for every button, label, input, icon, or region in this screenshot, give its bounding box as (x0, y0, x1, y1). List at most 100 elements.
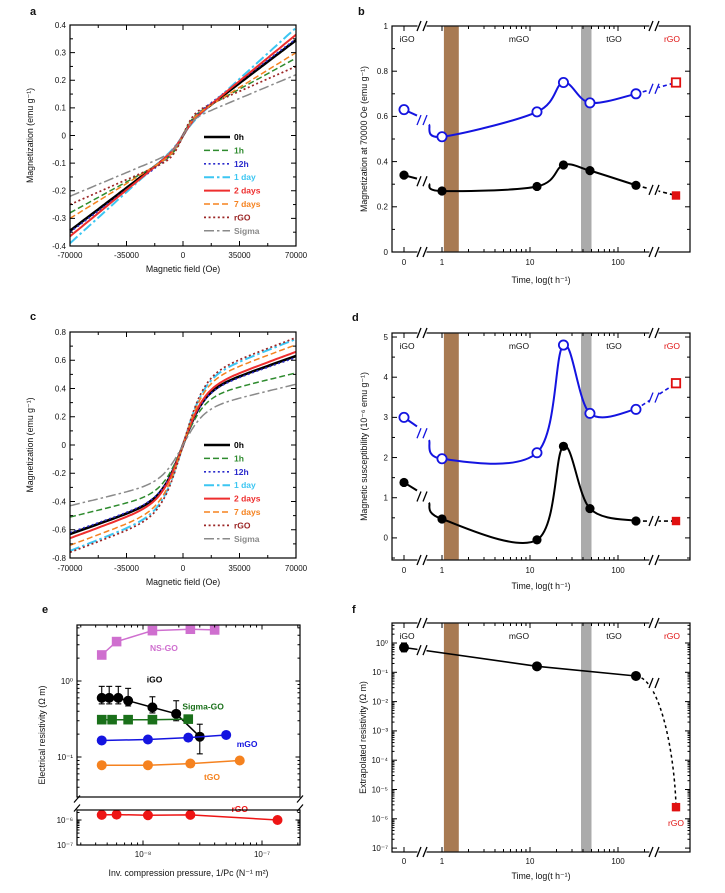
chart-a-magnetization-vs-field: -70000 -35000 0 35000 70000 -0.4 -0.3 -0.2 -0.1 0… (25, 21, 308, 274)
svg-text:12h: 12h (234, 159, 249, 169)
series-lines (69, 336, 297, 554)
panel-c: -70000 -35000 0 35000 70000 -0.8 -0.6 -0.4 -0.2 0… (20, 308, 350, 605)
svg-text:iGO: iGO (399, 341, 415, 351)
svg-text:Extrapolated resistivity (Ω m): Extrapolated resistivity (Ω m) (358, 681, 368, 794)
svg-text:10⁻²: 10⁻² (372, 697, 388, 706)
svg-text:0.4: 0.4 (55, 384, 67, 393)
svg-text:10⁻⁷: 10⁻⁷ (57, 841, 73, 850)
band (443, 26, 459, 252)
svg-text:0.4: 0.4 (55, 21, 67, 30)
region-bands (443, 333, 592, 560)
region-labels: iGO mGO tGO rGO (399, 631, 680, 641)
svg-text:0.2: 0.2 (55, 413, 67, 422)
axes: 10⁻⁸ 10⁻⁷ 10⁰ 10⁻¹ 10⁻⁶ 10⁻⁷ (57, 624, 304, 859)
svg-text:-70000: -70000 (58, 251, 83, 260)
svg-text:tGO: tGO (204, 772, 220, 782)
svg-text:10⁻⁶: 10⁻⁶ (57, 816, 73, 825)
svg-text:10⁻³: 10⁻³ (372, 727, 388, 736)
svg-text:iGO: iGO (399, 631, 415, 641)
band (581, 333, 592, 560)
svg-text:10⁰: 10⁰ (376, 639, 388, 648)
panel-f: rGO 0 1 10 100 10⁰ 10⁻¹ 10⁻² 10⁻³ 10⁻⁴ 10⁻⁵ 10⁻⁶ 10⁻… (355, 598, 723, 893)
svg-text:100: 100 (611, 566, 625, 575)
series-Sigma (69, 383, 297, 507)
svg-text:-35000: -35000 (114, 564, 139, 573)
svg-text:10: 10 (526, 566, 535, 575)
region-bands (443, 623, 592, 852)
chart-f-extrapolated-resistivity-vs-time: rGO 0 1 10 100 10⁰ 10⁻¹ 10⁻² 10⁻³ 10⁻⁴ 10⁻⁵ 10⁻⁶ 10⁻… (358, 616, 691, 881)
svg-text:10⁻⁷: 10⁻⁷ (372, 844, 388, 853)
svg-text:10⁻⁸: 10⁻⁸ (135, 850, 152, 859)
svg-text:1: 1 (384, 22, 389, 31)
svg-text:0: 0 (402, 857, 407, 866)
svg-text:iGO: iGO (399, 34, 415, 44)
svg-text:10⁻⁶: 10⁻⁶ (372, 815, 388, 824)
svg-text:mGO: mGO (509, 341, 530, 351)
svg-text:NS-GO: NS-GO (150, 643, 178, 653)
svg-text:mGO: mGO (509, 34, 530, 44)
svg-text:1h: 1h (234, 453, 244, 463)
svg-text:0.2: 0.2 (377, 203, 389, 212)
svg-text:70000: 70000 (285, 564, 308, 573)
svg-text:Sigma: Sigma (234, 226, 260, 236)
series-rGO (69, 336, 297, 554)
svg-text:Inv. compression pressure, 1/P: Inv. compression pressure, 1/Pc (N⁻¹ m²) (109, 868, 269, 878)
svg-text:rGO: rGO (664, 341, 680, 351)
svg-text:2 days: 2 days (234, 494, 261, 504)
svg-text:Magnetic field (Oe): Magnetic field (Oe) (146, 577, 220, 587)
chart-e-resistivity-vs-pressure: NS-GO iGO Sigma-GO mGO tGO rGO 10⁻⁸ 10⁻⁷ 10⁰ 10⁻¹… (37, 624, 304, 878)
panel-b: 0 1 10 100 0 0.2 0.4 0.6 0.8 1 iGO mGO tGO rGO Time, l… (355, 4, 723, 296)
panel-letter-c: c (30, 311, 37, 323)
svg-text:10⁻⁵: 10⁻⁵ (372, 785, 388, 794)
svg-text:0.4: 0.4 (377, 157, 389, 166)
svg-text:0.8: 0.8 (55, 328, 67, 337)
series-7 days (69, 51, 297, 220)
chart-c-magnetization-vs-field: -70000 -35000 0 35000 70000 -0.8 -0.6 -0.4 -0.2 0… (25, 328, 308, 587)
svg-text:10⁰: 10⁰ (61, 677, 73, 686)
svg-text:0: 0 (384, 248, 389, 257)
svg-text:0: 0 (181, 564, 186, 573)
svg-text:0: 0 (384, 534, 389, 543)
svg-text:12h: 12h (234, 467, 249, 477)
series-Sigma (69, 74, 297, 197)
svg-text:5: 5 (384, 333, 389, 342)
svg-text:0: 0 (181, 251, 186, 260)
series (398, 77, 682, 200)
svg-text:0h: 0h (234, 132, 244, 142)
svg-text:Electrical resistivity (Ω m): Electrical resistivity (Ω m) (37, 685, 47, 784)
svg-text:-0.3: -0.3 (52, 214, 66, 223)
svg-text:7 days: 7 days (234, 507, 261, 517)
axes: 0 1 10 100 0 1 2 3 4 5 (384, 326, 691, 575)
svg-text:4: 4 (384, 373, 389, 382)
svg-text:rGO: rGO (664, 34, 680, 44)
svg-text:rGO: rGO (231, 804, 248, 814)
svg-text:10⁻⁷: 10⁻⁷ (254, 850, 270, 859)
svg-text:tGO: tGO (606, 341, 622, 351)
svg-text:Time, log(t h⁻¹): Time, log(t h⁻¹) (511, 581, 570, 591)
svg-text:Sigma-GO: Sigma-GO (182, 702, 224, 712)
series-lines (69, 27, 297, 244)
region-labels: iGO mGO tGO rGO (399, 341, 680, 351)
panel-letter-f: f (352, 604, 356, 616)
panel-letter-a: a (30, 6, 37, 18)
svg-text:tGO: tGO (606, 631, 622, 641)
panel-d: 0 1 10 100 0 1 2 3 4 5 iGO mGO tGO rGO Time, log(t h⁻¹… (355, 308, 723, 605)
band (581, 26, 592, 252)
svg-text:mGO: mGO (237, 739, 258, 749)
svg-text:-0.1: -0.1 (52, 159, 66, 168)
svg-text:rGO: rGO (234, 520, 251, 530)
svg-text:1: 1 (440, 857, 445, 866)
svg-text:-0.4: -0.4 (52, 242, 66, 251)
svg-text:0.6: 0.6 (377, 112, 389, 121)
svg-text:0h: 0h (234, 440, 244, 450)
svg-text:iGO: iGO (147, 675, 163, 685)
chart-b-magnetization-vs-time: 0 1 10 100 0 0.2 0.4 0.6 0.8 1 iGO mGO tGO rGO Time, l… (359, 19, 691, 285)
axes: 0 1 10 100 0 0.2 0.4 0.6 0.8 1 (377, 19, 691, 267)
chart-d: 0 1 10 100 0 1 2 3 4 5 iGO mGO tGO rGO Time, log(t h⁻¹… (359, 326, 691, 591)
svg-text:0.2: 0.2 (55, 76, 67, 85)
axes: -70000 -35000 0 35000 70000 -0.4 -0.3 -0.2 -0.1 0… (52, 21, 307, 260)
svg-text:0: 0 (402, 258, 407, 267)
series: NS-GO iGO Sigma-GO mGO tGO rGO (96, 624, 283, 825)
band (581, 623, 592, 852)
chart-d-susceptibility-vs-time: 0 1 10 100 0 1 2 3 4 5 iGO mGO tGO rGO Time, log(t h⁻¹… (359, 326, 691, 591)
